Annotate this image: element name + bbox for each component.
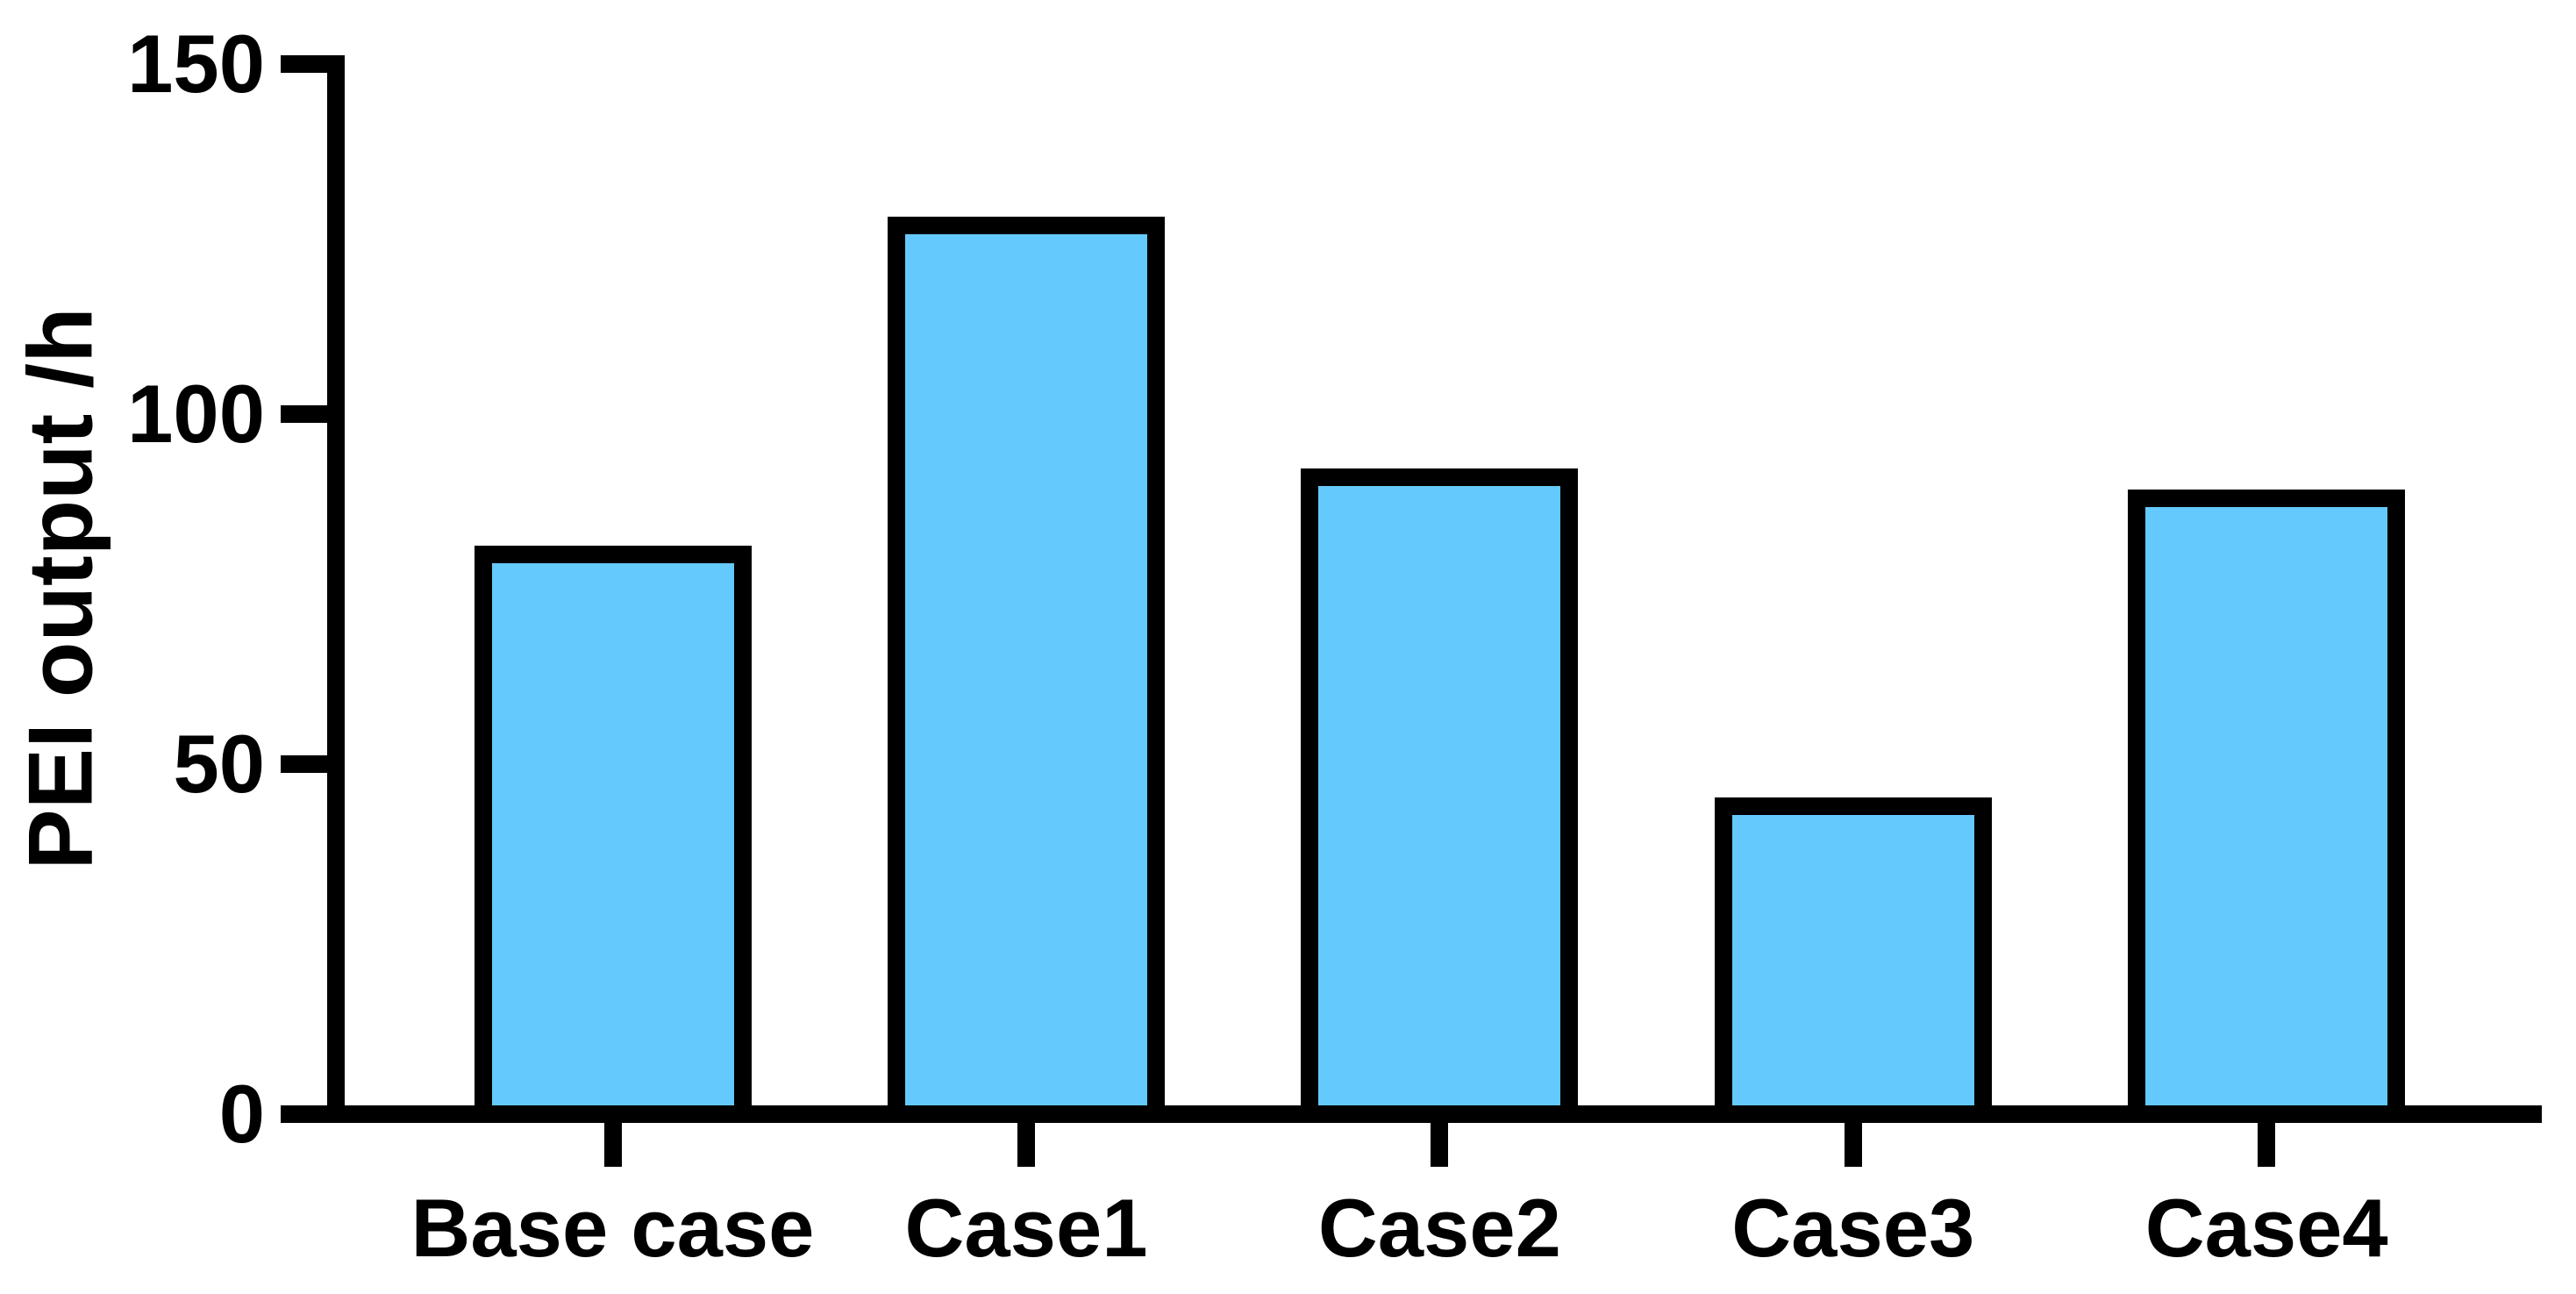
y-tick-label: 50 <box>173 718 265 810</box>
x-tick-mark <box>603 1114 622 1167</box>
y-tick-mark <box>281 755 336 773</box>
bar-base-case <box>474 545 752 1114</box>
y-tick-mark <box>281 405 336 423</box>
x-tick-label: Base case <box>410 1182 815 1274</box>
y-tick-label: 100 <box>127 368 265 460</box>
y-tick-label: 0 <box>218 1068 265 1160</box>
bar-case1 <box>888 216 1165 1114</box>
y-axis-line <box>327 55 345 1123</box>
x-tick-mark <box>1017 1114 1035 1167</box>
bar-case4 <box>2128 489 2406 1114</box>
bar-case3 <box>1714 797 1992 1114</box>
x-axis-line <box>327 1105 2542 1123</box>
x-tick-mark <box>1844 1114 1862 1167</box>
x-tick-label: Case3 <box>1731 1182 1975 1274</box>
y-tick-mark <box>281 1105 336 1123</box>
x-tick-label: Case1 <box>904 1182 1148 1274</box>
y-tick-label: 150 <box>127 18 265 110</box>
x-tick-label: Case4 <box>2144 1182 2388 1274</box>
x-tick-mark <box>1431 1114 1449 1167</box>
bar-case2 <box>1301 468 1579 1114</box>
x-tick-mark <box>2258 1114 2276 1167</box>
y-tick-mark <box>281 55 336 73</box>
x-tick-label: Case2 <box>1317 1182 1561 1274</box>
